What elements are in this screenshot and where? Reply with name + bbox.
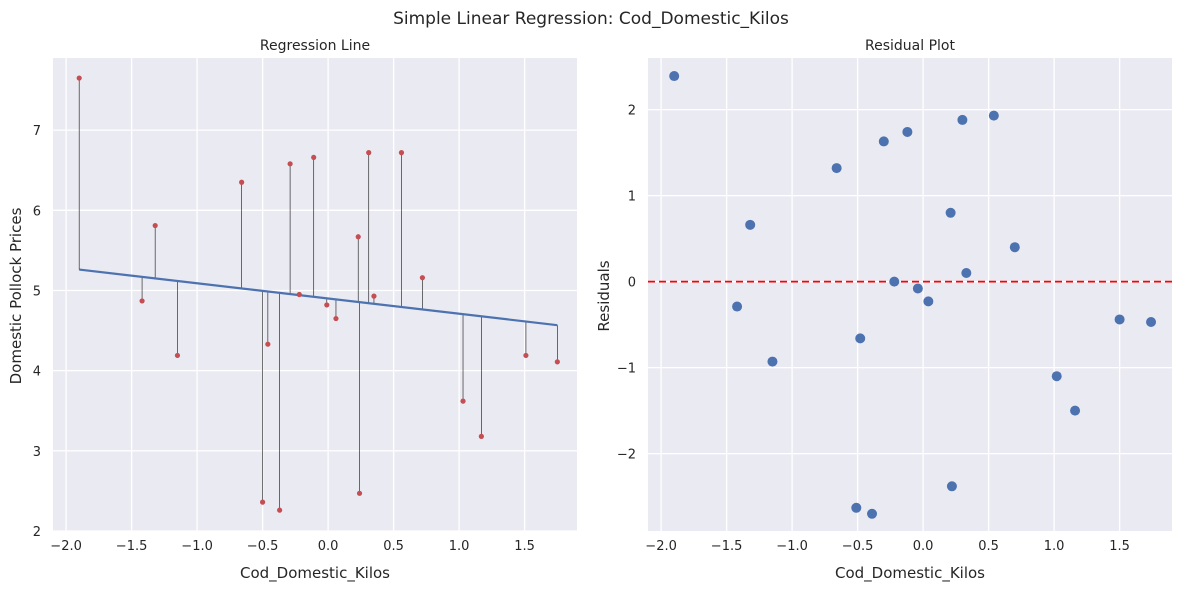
residual-point [767, 356, 778, 367]
residual-point [957, 114, 968, 125]
observation-point [265, 341, 271, 347]
regression-x-tick-label: −1.5 [116, 539, 148, 554]
residual-x-tick-label: −2.0 [645, 539, 677, 554]
observation-point [356, 490, 363, 496]
regression-y-axis-label: Domestic Pollock Prices [7, 207, 25, 384]
residual-point [1009, 242, 1020, 253]
observation-point [152, 222, 158, 229]
observation-point [287, 161, 293, 167]
residual-y-tick-label: 1 [628, 190, 636, 205]
residual-point [732, 301, 743, 312]
observation-point [554, 359, 560, 365]
regression-x-tick-label: 0.5 [383, 539, 404, 554]
observation-point [239, 179, 245, 185]
residual-point [1146, 317, 1157, 328]
observation-point [76, 75, 82, 81]
observation-point [355, 234, 361, 240]
residual-panel-title: Residual Plot [865, 38, 955, 54]
regression-x-tick-label: −0.5 [247, 539, 279, 554]
regression-x-tick-label: 0.0 [318, 539, 339, 554]
observation-point [478, 433, 484, 439]
residual-x-axis-label: Cod_Domestic_Kilos [835, 564, 985, 583]
residual-point [988, 110, 999, 121]
residual-point [878, 136, 889, 147]
residual-point [923, 296, 934, 307]
observation-point [311, 154, 317, 161]
residual-x-tick-label: 0.5 [978, 539, 999, 554]
residual-x-tick-label: −1.0 [776, 539, 808, 554]
regression-y-tick-label: 7 [33, 124, 41, 139]
residual-point [669, 71, 680, 82]
residual-point [912, 283, 923, 294]
observation-point [398, 150, 405, 156]
observation-point [260, 499, 266, 505]
regression-line [79, 268, 558, 327]
regression-y-tick-label: 4 [33, 365, 41, 380]
observation-point [277, 507, 283, 513]
observation-point [419, 275, 426, 281]
figure-suptitle: Simple Linear Regression: Cod_Domestic_K… [393, 9, 789, 29]
residual-point [1051, 371, 1062, 382]
residual-point [889, 276, 900, 287]
observation-point [366, 150, 372, 156]
residual-point [831, 163, 842, 174]
residual-point [867, 508, 878, 519]
regression-y-tick-label: 6 [33, 204, 41, 219]
residual-plot-area [648, 58, 1172, 531]
residual-x-tick-label: −1.5 [711, 539, 743, 554]
residual-plot-panel: Residual Plot Cod_Domestic_Kilos Residua… [595, 38, 1172, 583]
residual-point [1070, 405, 1081, 416]
residual-point [961, 268, 972, 278]
residual-point [1114, 314, 1125, 325]
regression-x-tick-label: 1.5 [514, 539, 535, 554]
observation-point [333, 315, 339, 322]
residual-point [945, 207, 956, 218]
regression-plot-area [53, 58, 577, 531]
regression-y-tick-label: 2 [33, 525, 41, 540]
observation-point [296, 291, 302, 298]
residual-point [946, 481, 957, 492]
residual-x-tick-label: 1.0 [1044, 539, 1065, 554]
observation-point [324, 302, 330, 308]
regression-x-tick-label: −1.0 [181, 539, 213, 554]
residual-point [902, 126, 913, 137]
observation-point [460, 398, 466, 404]
regression-y-tick-label: 3 [33, 445, 41, 460]
residual-y-tick-label: −2 [617, 448, 636, 463]
observation-point [371, 293, 377, 299]
regression-line-panel: Regression Line Cod_Domestic_Kilos Domes… [7, 38, 577, 583]
regression-y-tick-label: 5 [33, 284, 41, 299]
residual-x-tick-label: −0.5 [842, 539, 874, 554]
residual-y-tick-label: −1 [617, 362, 636, 377]
residual-y-axis-label: Residuals [595, 260, 613, 331]
residual-y-tick-label: 2 [628, 104, 636, 119]
residual-y-tick-label: 0 [628, 276, 636, 291]
regression-panel-title: Regression Line [260, 38, 370, 54]
regression-x-tick-label: −2.0 [50, 539, 82, 554]
residual-point [745, 219, 756, 230]
observation-point [523, 352, 529, 359]
residual-point [855, 333, 866, 344]
residual-x-tick-label: 1.5 [1109, 539, 1130, 554]
observation-point [174, 352, 181, 359]
residual-point [851, 502, 862, 513]
regression-x-tick-label: 1.0 [449, 539, 470, 554]
observation-point [139, 298, 145, 304]
regression-x-axis-label: Cod_Domestic_Kilos [240, 564, 390, 583]
residual-x-tick-label: 0.0 [913, 539, 934, 554]
